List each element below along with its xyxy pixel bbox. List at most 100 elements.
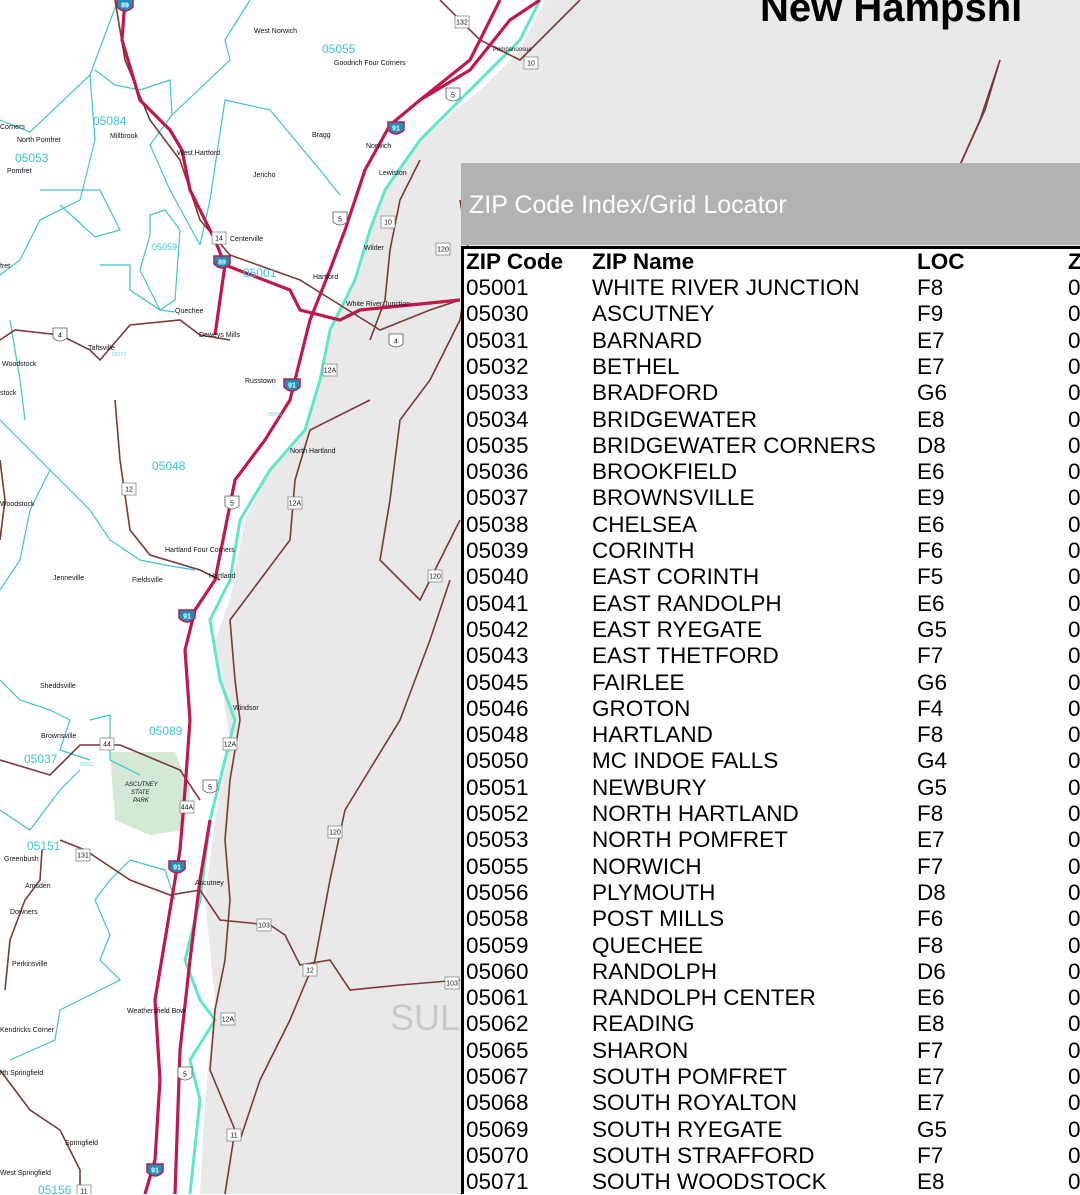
loc-cell: G6: [917, 380, 948, 406]
next-column-cell: 0: [1068, 432, 1080, 458]
shield-number: 14: [215, 236, 223, 243]
loc-cell: F8: [917, 275, 944, 300]
table-row: 05052 NORTH HARTLAND F8 0: [464, 801, 1080, 827]
loc-cell: F7: [917, 853, 944, 879]
town-label: North Pomfret: [17, 137, 61, 144]
zip-label: 05059: [152, 242, 177, 252]
table-row: 05050 MC INDOE FALLS G4 0: [464, 748, 1080, 774]
town-label: Weathersfield Bow: [127, 1008, 186, 1015]
next-column-cell: 0: [1068, 511, 1080, 537]
zip-code-cell: 05062: [466, 1011, 529, 1037]
zip-code-cell: 05055: [466, 853, 529, 879]
zip-name-cell: QUECHEE: [592, 932, 704, 958]
town-label: Sheddsville: [40, 683, 76, 690]
loc-cell: F9: [917, 301, 944, 327]
zip-name-cell: MC INDOE FALLS: [592, 748, 779, 774]
zip-name-cell: BETHEL: [592, 353, 680, 379]
zip-name-cell: BROWNSVILLE: [592, 485, 755, 511]
zip-code-cell: 05042: [466, 616, 529, 642]
next-column-cell: 0: [1068, 459, 1080, 485]
next-column-cell: 0: [1068, 853, 1080, 879]
table-row: 05055 NORWICH F7 0: [464, 854, 1080, 880]
next-column-cell: 0: [1068, 1090, 1080, 1116]
town-label: Kendricks Corner: [0, 1027, 55, 1034]
next-column-cell: 0: [1068, 1064, 1080, 1089]
shield-number: 132: [456, 20, 468, 27]
state-shield-icon: 12: [121, 482, 137, 496]
next-column-cell: 0: [1068, 1142, 1080, 1168]
table-row: 05030 ASCUTNEY F9 0: [464, 301, 1080, 327]
zip-name-cell: BRIDGEWATER CORNERS: [592, 432, 876, 458]
state-shield-icon: 44A: [179, 800, 195, 814]
zip-name-cell: SOUTH POMFRET: [592, 1064, 787, 1089]
table-row: 05035 BRIDGEWATER CORNERS D8 0: [464, 433, 1080, 459]
town-label: West Hartford: [177, 150, 220, 157]
town-label: Springfield: [65, 1140, 98, 1147]
zip-name-cell: WHITE RIVER JUNCTION: [592, 275, 860, 300]
next-column-cell: 0: [1068, 827, 1080, 853]
zip-code-cell: 05060: [466, 958, 529, 984]
table-row: 05046 GROTON F4 0: [464, 696, 1080, 722]
zip-code-cell: 05051: [466, 774, 529, 800]
zip-code-cell: 05061: [466, 985, 529, 1011]
town-label: White River Junction: [346, 301, 410, 308]
zip-code-cell: 05046: [466, 695, 529, 721]
zip-name-cell: BRADFORD: [592, 380, 719, 406]
town-label: Norwich: [366, 143, 391, 150]
shield-number: 10: [527, 61, 535, 68]
loc-cell: D8: [917, 879, 946, 905]
town-label: Perkinsville: [12, 961, 48, 968]
zip-code-cell: 05050: [466, 748, 529, 774]
zip-name-cell: BARNARD: [592, 327, 703, 353]
zip-name-cell: EAST CORINTH: [592, 564, 760, 590]
zip-name-cell: NORTH HARTLAND: [592, 801, 799, 826]
state-shield-icon: 120: [327, 825, 343, 839]
zip-name-cell: RANDOLPH CENTER: [592, 985, 816, 1011]
zip-label-small: 05062: [80, 762, 94, 768]
zip-code-cell: 05037: [466, 485, 529, 511]
interstate-shield-icon: 91: [178, 609, 196, 623]
shield-number: 12A: [224, 742, 237, 749]
loc-cell: E7: [917, 353, 945, 379]
zip-code-cell: 05058: [466, 906, 529, 932]
next-column-cell: 0: [1068, 801, 1080, 826]
loc-cell: F7: [917, 1142, 944, 1168]
town-label: Windsor: [233, 705, 259, 712]
town-label: West Norwich: [254, 28, 297, 35]
zip-label: 05151: [27, 839, 61, 853]
zip-code-cell: 05056: [466, 879, 529, 905]
table-row: 05032 BETHEL E7 0: [464, 354, 1080, 380]
next-column-cell: 0: [1068, 1037, 1080, 1063]
state-shield-icon: 14: [211, 231, 227, 245]
zip-name-cell: ASCUTNEY: [592, 301, 715, 327]
shield-number: 120: [429, 574, 441, 581]
state-shield-icon: 11: [226, 1128, 242, 1142]
shield-number: 91: [183, 614, 191, 621]
next-column-cell: 0: [1068, 695, 1080, 721]
loc-cell: F7: [917, 643, 944, 669]
shield-number: 12A: [222, 1017, 235, 1024]
zip-code-cell: 05033: [466, 380, 529, 406]
next-column-cell: 0: [1068, 748, 1080, 774]
zip-code-cell: 05053: [466, 827, 529, 853]
zip-name-cell: READING: [592, 1011, 695, 1037]
state-shield-icon: 44: [99, 737, 115, 751]
loc-cell: E8: [917, 406, 945, 432]
next-column-cell: 0: [1068, 722, 1080, 748]
shield-number: 120: [329, 830, 341, 837]
zip-code-cell: 05001: [466, 275, 529, 300]
loc-cell: E6: [917, 590, 945, 616]
zip-name-cell: NORWICH: [592, 853, 702, 879]
index-heading-bar: ZIP Code Index/Grid Locator: [461, 163, 1080, 245]
us-shield-icon: 5: [202, 779, 218, 794]
zip-code-cell: 05067: [466, 1064, 529, 1089]
table-row: 05062 READING E8 0: [464, 1011, 1080, 1037]
us-shield-icon: 5: [332, 211, 348, 226]
table-row: 05033 BRADFORD G6 0: [464, 380, 1080, 406]
next-column-cell: 0: [1068, 643, 1080, 669]
zip-code-cell: 05036: [466, 459, 529, 485]
zip-name-cell: CHELSEA: [592, 511, 698, 537]
next-column-cell: 0: [1068, 564, 1080, 590]
loc-cell: D6: [917, 958, 946, 984]
loc-cell: G5: [917, 1116, 948, 1142]
